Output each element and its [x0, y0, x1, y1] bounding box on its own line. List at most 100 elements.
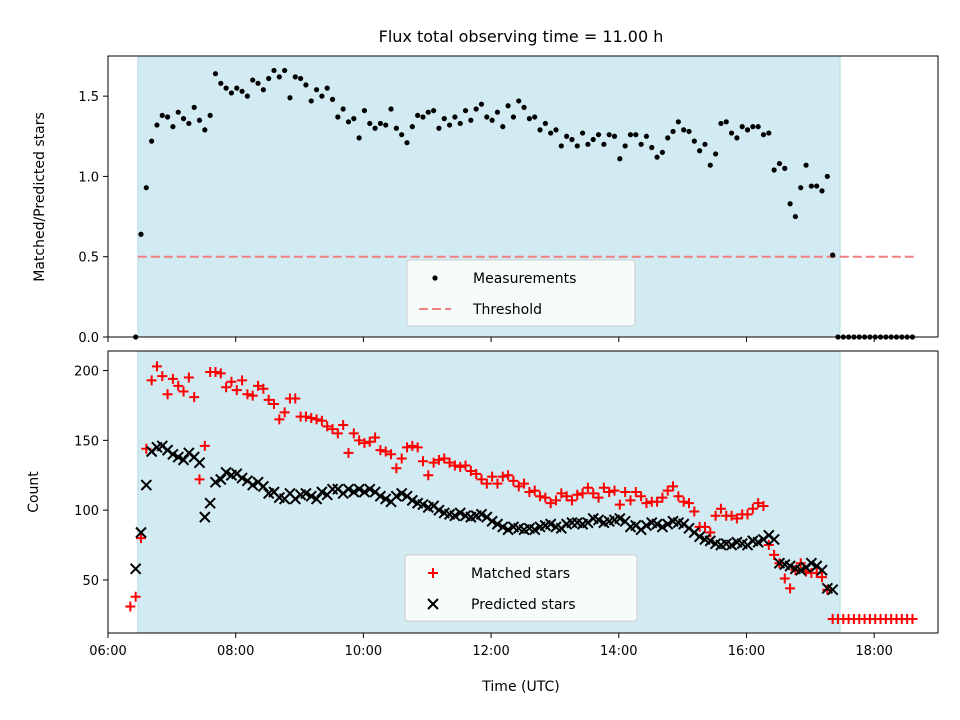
measurement-point: [649, 144, 655, 151]
predicted-star-point: [449, 510, 461, 522]
predicted-star-point: [805, 557, 818, 569]
matched-star-point: [508, 475, 519, 486]
matched-star-point: [668, 481, 679, 492]
matched-star-point: [130, 591, 141, 602]
measurement-point: [138, 231, 144, 237]
matched-star-point: [428, 457, 439, 468]
matched-star-point: [747, 503, 758, 514]
measurement-point: [771, 167, 777, 173]
predicted-star-point: [475, 508, 488, 521]
measurement-point: [606, 132, 612, 138]
predicted-star-point: [640, 519, 653, 532]
predicted-star-point: [353, 483, 365, 495]
measurement-point: [638, 141, 644, 147]
measurement-point: [744, 127, 751, 133]
measurement-point: [377, 120, 384, 127]
matched-star-point: [178, 386, 189, 397]
matched-star-point: [630, 487, 641, 497]
matched-star-point: [290, 393, 301, 404]
y-tick-label: 0.0: [78, 331, 99, 346]
y-tick-label: 0.5: [78, 251, 99, 266]
measurement-point: [399, 132, 405, 138]
measurement-point: [452, 114, 458, 120]
measurement-point: [734, 135, 740, 141]
measurement-point: [803, 162, 809, 168]
x-tick-label: 16:00: [728, 644, 765, 659]
measurement-point: [266, 75, 272, 82]
matched-star-point: [183, 372, 194, 383]
top-y-axis-label: Matched/Predicted stars: [32, 112, 48, 282]
matched-star-point: [566, 495, 577, 506]
predicted-star-point: [172, 451, 184, 463]
measurement-point: [686, 128, 692, 135]
predicted-star-point: [693, 530, 706, 543]
measurement-point: [521, 104, 527, 110]
measurement-point: [425, 109, 431, 115]
predicted-star-point: [768, 533, 780, 546]
measurement-point: [170, 124, 176, 130]
matched-star-point: [742, 509, 753, 520]
measurement-point: [723, 119, 729, 125]
matched-star-point: [439, 453, 450, 464]
matched-star-point: [199, 440, 210, 451]
predicted-star-point: [348, 486, 360, 498]
measurement-point: [202, 127, 208, 133]
measurement-point: [728, 130, 735, 136]
matched-star-point: [444, 457, 455, 468]
matched-star-point: [210, 366, 221, 377]
measurement-point: [776, 160, 783, 167]
predicted-star-point: [129, 563, 142, 575]
matched-star-point: [231, 385, 242, 396]
predicted-star-point: [491, 518, 504, 530]
matched-star-point: [497, 471, 508, 482]
measurement-point: [824, 173, 830, 180]
predicted-star-point: [374, 490, 387, 502]
measurement-point: [383, 122, 389, 128]
y-tick-label: 1.0: [78, 170, 99, 185]
matched-star-point: [481, 478, 492, 489]
predicted-star-point: [651, 518, 663, 530]
predicted-star-point: [454, 507, 466, 519]
x-tick-label: 08:00: [217, 644, 254, 659]
matched-star-point: [354, 435, 365, 446]
matched-star-point: [151, 361, 162, 372]
predicted-star-point: [140, 479, 153, 491]
measurement-point: [516, 98, 522, 104]
measurement-point: [420, 114, 426, 120]
predicted-star-point: [433, 504, 445, 516]
measurement-point: [436, 125, 442, 131]
matched-star-point: [657, 492, 668, 503]
predicted-star-point: [614, 512, 626, 525]
legend-box: [404, 554, 638, 622]
matched-star-point: [540, 492, 551, 503]
matched-star-point: [503, 470, 514, 481]
x-tick-label: 06:00: [89, 644, 126, 659]
matched-star-point: [582, 482, 593, 493]
matched-star-point: [604, 487, 615, 497]
predicted-star-point: [406, 494, 419, 507]
matched-star-point: [258, 383, 269, 394]
measurement-point: [367, 120, 373, 127]
matched-star-point: [907, 614, 918, 625]
matched-star-point: [247, 390, 258, 401]
matched-star-point: [529, 485, 540, 496]
matched-star-point: [476, 474, 487, 485]
matched-star-point: [412, 442, 423, 453]
y-tick-label: 100: [74, 504, 99, 519]
measurement-point: [287, 95, 293, 101]
predicted-star-point: [417, 498, 429, 511]
predicted-star-point: [316, 486, 328, 498]
predicted-star-point: [177, 454, 190, 466]
matched-star-point: [550, 495, 561, 506]
matched-star-point: [678, 496, 689, 507]
measurement-point: [526, 116, 532, 122]
measurement-point: [313, 87, 320, 93]
measurement-point: [830, 252, 836, 258]
measurement-point: [558, 143, 564, 149]
matched-star-point: [226, 376, 237, 387]
measurement-point: [319, 93, 325, 99]
measurement-point: [298, 75, 304, 82]
matched-star-point: [609, 485, 620, 496]
measurement-point: [814, 183, 820, 189]
bottom-y-axis-label: Count: [26, 471, 42, 513]
